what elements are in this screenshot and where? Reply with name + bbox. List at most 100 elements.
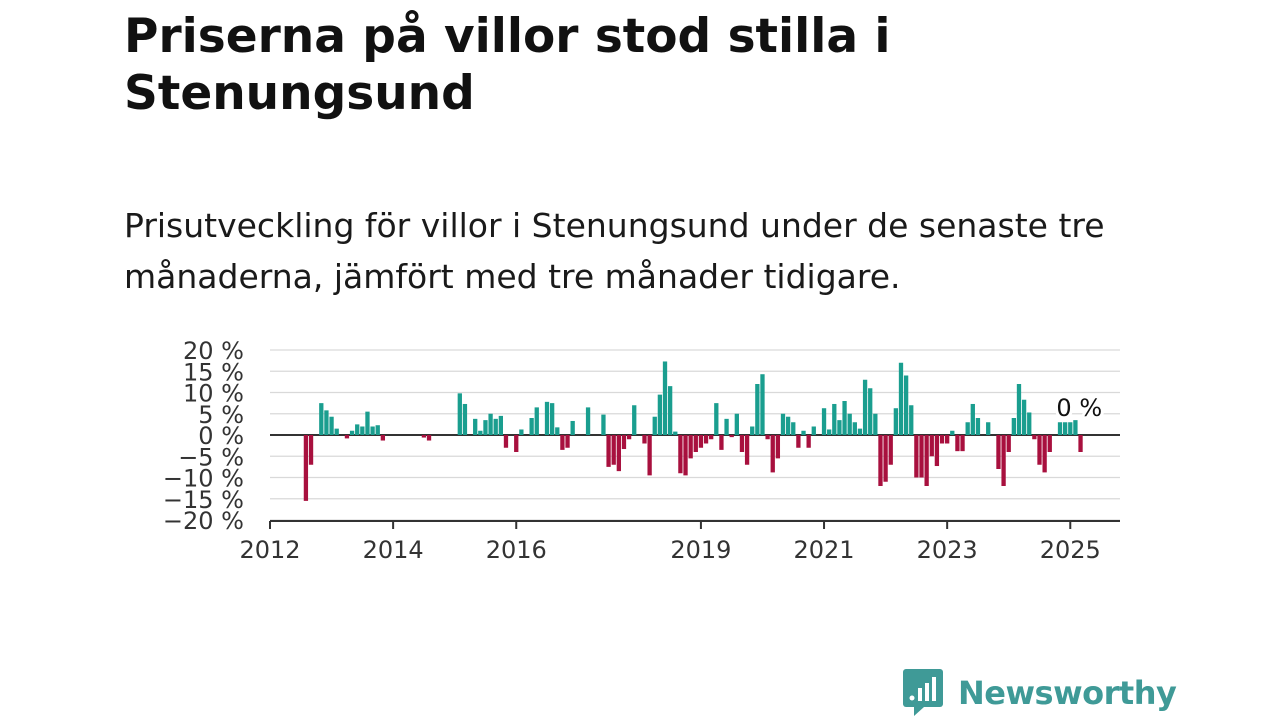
bar: [349, 430, 355, 435]
bar: [365, 411, 370, 436]
bar: [303, 435, 309, 501]
newsworthy-brand: Newsworthy: [902, 668, 1177, 718]
bar: [1016, 384, 1022, 435]
y-tick-label: 20 %: [183, 337, 244, 365]
bar: [555, 427, 560, 435]
bar: [488, 413, 493, 435]
bar: [832, 403, 837, 435]
bar: [1037, 435, 1042, 465]
bar: [560, 435, 565, 450]
bar: [329, 416, 334, 435]
bar: [611, 435, 616, 465]
bar: [729, 435, 734, 438]
bar: [714, 403, 719, 436]
bar: [868, 388, 873, 435]
bar: [945, 435, 950, 444]
bar: [1068, 422, 1073, 435]
y-tick-label: 5 %: [198, 401, 244, 429]
bar: [534, 407, 539, 436]
bar: [986, 422, 991, 435]
bar: [898, 362, 904, 435]
bar: [334, 428, 339, 436]
bar: [811, 426, 816, 435]
bar: [570, 420, 575, 435]
y-tick-label: 0 %: [198, 422, 244, 450]
x-tick-label: 2019: [670, 536, 731, 564]
bar: [478, 430, 483, 435]
bars: [303, 361, 1083, 501]
bar: [929, 435, 934, 457]
bar: [380, 435, 386, 441]
bar-chart: 20 %15 %10 %5 %0 %−5 %−10 %−15 %−20 % 20…: [163, 337, 1120, 564]
bar: [1001, 435, 1006, 486]
chart-subtitle: Prisutveckling för villor i Stenungsund …: [124, 206, 1105, 296]
bar: [734, 413, 739, 435]
chart-title: Priserna på villor stod stilla i Stenung…: [124, 9, 891, 121]
bar: [370, 426, 375, 435]
bar: [770, 435, 775, 473]
bar: [519, 429, 524, 435]
bar: [934, 435, 940, 467]
bar: [688, 435, 693, 459]
bar: [765, 435, 770, 440]
bar: [642, 435, 647, 444]
bar: [924, 435, 929, 486]
bar: [852, 422, 857, 435]
bar: [657, 394, 663, 436]
bar: [888, 435, 893, 465]
bar: [719, 435, 724, 450]
bar: [883, 435, 888, 482]
bar: [796, 435, 801, 448]
bar: [703, 435, 709, 444]
y-axis-labels: 20 %15 %10 %5 %0 %−5 %−10 %−15 %−20 %: [163, 337, 244, 535]
bar: [1057, 422, 1063, 435]
x-tick-label: 2021: [794, 536, 855, 564]
bar: [857, 428, 863, 436]
bar: [529, 418, 534, 435]
bar: [909, 405, 914, 435]
bar: [760, 374, 765, 435]
bar: [970, 403, 975, 435]
bar: [1011, 418, 1016, 435]
bar: [842, 401, 847, 435]
bar: [960, 435, 965, 452]
y-tick-label: −20 %: [163, 507, 244, 535]
x-tick-label: 2016: [486, 536, 547, 564]
bar: [1006, 435, 1011, 452]
bar: [739, 435, 745, 452]
bar: [939, 435, 945, 444]
bar: [647, 435, 652, 476]
bar: [673, 431, 678, 435]
bar: [847, 413, 852, 435]
bar: [652, 416, 657, 435]
bar: [744, 435, 750, 465]
bar: [878, 435, 883, 486]
bar: [724, 418, 729, 435]
bar: [873, 413, 878, 435]
bar: [565, 435, 570, 448]
y-tick-label: −15 %: [163, 486, 244, 514]
y-tick-label: −10 %: [163, 465, 244, 493]
bar: [801, 430, 806, 435]
bar: [585, 407, 591, 436]
x-tick-label: 2023: [917, 536, 978, 564]
bar: [626, 435, 632, 440]
bar: [360, 426, 365, 435]
bar: [683, 435, 688, 476]
bar: [498, 415, 503, 436]
bar: [616, 435, 621, 472]
bar: [698, 435, 704, 448]
x-tick-label: 2012: [239, 536, 300, 564]
bar: [355, 424, 360, 436]
bar: [965, 422, 970, 435]
bar: [914, 435, 919, 478]
y-tick-label: −5 %: [178, 443, 244, 471]
bar: [632, 405, 637, 435]
bar: [493, 418, 498, 435]
bar: [621, 435, 627, 450]
bar: [1073, 420, 1078, 436]
x-tick-label: 2025: [1040, 536, 1101, 564]
bar: [950, 430, 955, 435]
bar: [421, 435, 427, 438]
bar: [791, 422, 796, 435]
